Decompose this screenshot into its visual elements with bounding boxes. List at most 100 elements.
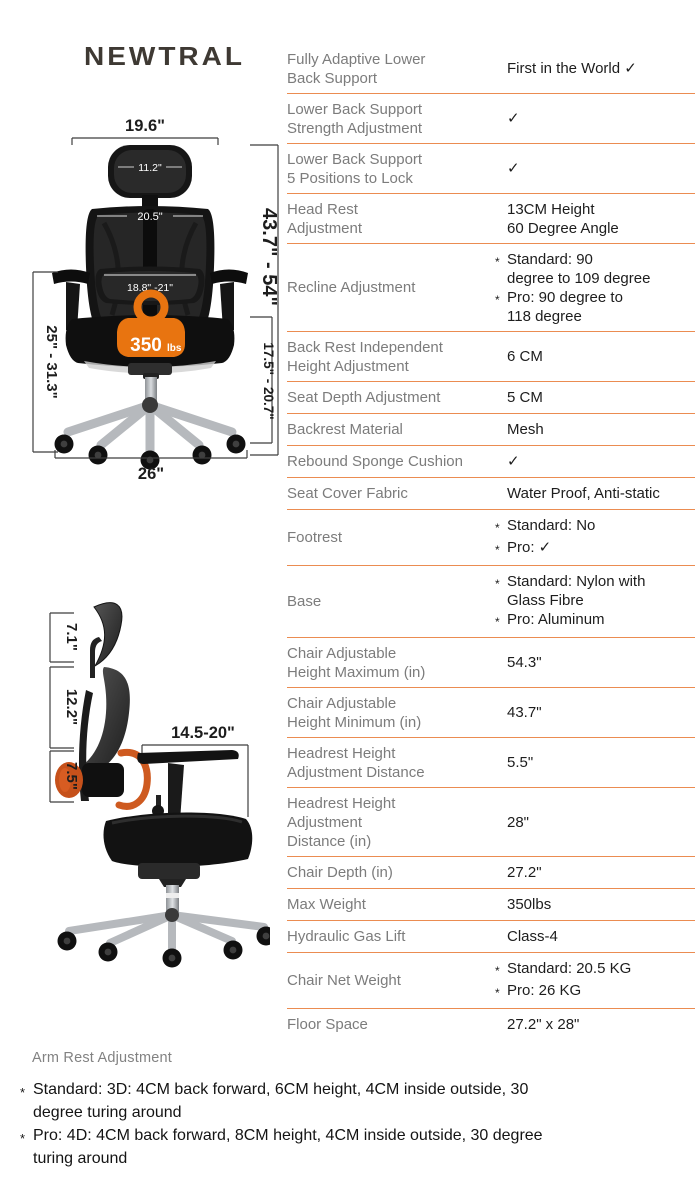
bullet-text: Standard: 20.5 KG xyxy=(507,959,632,977)
spec-value: Water Proof, Anti-static xyxy=(495,484,695,503)
front-overall-height-label: 43.7" - 54" xyxy=(258,208,280,306)
spec-value: 6 CM xyxy=(495,347,695,366)
spec-value: Mesh xyxy=(495,420,695,439)
spec-value-bullet: * Pro: Aluminum xyxy=(495,610,695,632)
spec-value-bullet: * Pro: 26 KG xyxy=(495,981,695,1003)
bullet-marker: * xyxy=(495,254,500,269)
bullet-marker: * xyxy=(495,292,500,307)
spec-label: Base xyxy=(287,593,322,610)
max-weight-unit: lbs xyxy=(167,343,182,354)
spec-value-text: 27.2" x 28" xyxy=(507,1016,580,1033)
spec-value-text: 13CM Height 60 Degree Angle xyxy=(507,200,619,237)
spec-row: Chair Depth (in) 27.2" xyxy=(287,857,695,889)
spec-value: 43.7" xyxy=(495,703,695,722)
spec-row: Fully Adaptive Lower Back Support First i… xyxy=(287,44,695,94)
front-dimension-lines xyxy=(32,137,279,459)
spec-value-text: 27.2" xyxy=(507,864,542,881)
brand-logo: NEWTRAL xyxy=(84,42,245,71)
bullet-marker: * xyxy=(20,1131,26,1146)
spec-label: Seat Depth Adjustment xyxy=(287,389,441,406)
spec-row: Rebound Sponge Cushion ✓ xyxy=(287,446,695,478)
front-top-width-label: 19.6" xyxy=(125,117,165,135)
spec-value-bullet: * Standard: No xyxy=(495,516,695,538)
spec-value: 28" xyxy=(495,813,695,832)
max-weight-badge: 350 lbs xyxy=(117,289,185,357)
spec-label: Recline Adjustment xyxy=(287,279,416,296)
bullet-text: Standard: Nylon with Glass Fibre xyxy=(507,572,646,609)
side-backrest-section-label: 12.2" xyxy=(63,689,80,725)
bullet-marker: * xyxy=(20,1085,26,1100)
bullet-text: Pro: ✓ xyxy=(507,538,552,556)
spec-label: Chair Adjustable Height Maximum (in) xyxy=(287,644,426,681)
bullet-text: Pro: Aluminum xyxy=(507,610,605,628)
spec-value-text: 6 CM xyxy=(507,348,543,365)
bullet-marker: * xyxy=(495,985,500,1000)
spec-row: Back Rest Independent Height Adjustment 6… xyxy=(287,332,695,382)
spec-value-text: 5.5" xyxy=(507,754,534,771)
spec-label: Lower Back Support 5 Positions to Lock xyxy=(287,150,423,187)
bullet-marker: * xyxy=(495,542,500,557)
spec-label: Backrest Material xyxy=(287,421,403,438)
spec-label: Hydraulic Gas Lift xyxy=(287,928,406,945)
arm-rest-note-bullet: * Standard: 3D: 4CM back forward, 6CM he… xyxy=(20,1078,680,1124)
side-dimension-lines xyxy=(49,612,249,817)
spec-row: Max Weight 350lbs xyxy=(287,889,695,921)
front-base-width-label: 26" xyxy=(138,465,164,483)
spec-value-bullet: * Pro: ✓ xyxy=(495,538,695,560)
bullet-text: Standard: 3D: 4CM back forward, 6CM heig… xyxy=(33,1081,529,1121)
spec-value: ✓ xyxy=(495,159,695,178)
spec-value-text: 54.3" xyxy=(507,654,542,671)
spec-value-text: Water Proof, Anti-static xyxy=(507,485,660,502)
spec-label: Headrest Height Adjustment Distance (in) xyxy=(287,794,396,850)
spec-value-bullet: * Standard: 90 degree to 109 degree xyxy=(495,250,695,288)
spec-row: Chair Adjustable Height Minimum (in) 43.7… xyxy=(287,688,695,738)
spec-row: Headrest Height Adjustment Distance 5.5" xyxy=(287,738,695,788)
spec-label: Floor Space xyxy=(287,1016,368,1033)
spec-label: Fully Adaptive Lower Back Support xyxy=(287,50,426,87)
spec-table: Fully Adaptive Lower Back Support First i… xyxy=(287,44,695,1040)
bullet-text: Pro: 26 KG xyxy=(507,981,582,999)
max-weight-value: 350 xyxy=(130,335,162,356)
chair-front-view: 11.2" 20.5" 18.8" -21" xyxy=(32,117,280,483)
spec-label: Lower Back Support Strength Adjustment xyxy=(287,100,423,137)
spec-label: Headrest Height Adjustment Distance xyxy=(287,744,425,781)
arm-rest-note-title: Arm Rest Adjustment xyxy=(32,1050,172,1066)
bullet-text: Standard: 90 degree to 109 degree xyxy=(507,250,651,287)
front-seat-height-label: 17.5" - 20.7" xyxy=(261,342,276,419)
bullet-text: Pro: 90 degree to 118 degree xyxy=(507,288,623,325)
spec-row: Base * Standard: Nylon with Glass Fibre * Pr… xyxy=(287,566,695,638)
spec-value-text: ✓ xyxy=(507,110,520,127)
spec-value: Class-4 xyxy=(495,927,695,946)
spec-label: Rebound Sponge Cushion xyxy=(287,453,463,470)
spec-value-text: 350lbs xyxy=(507,896,552,913)
bullet-marker: * xyxy=(495,520,500,535)
spec-value-text: ✓ xyxy=(507,453,520,470)
spec-value: ✓ xyxy=(495,109,695,128)
spec-label: Seat Cover Fabric xyxy=(287,485,408,502)
spec-row: Seat Cover Fabric Water Proof, Anti-stati… xyxy=(287,478,695,510)
spec-row: Lower Back Support 5 Positions to Lock ✓ xyxy=(287,144,695,194)
side-armrest-depth-label: 14.5-20" xyxy=(171,724,235,742)
spec-value-bullet: * Standard: 20.5 KG xyxy=(495,959,695,981)
spec-value: 27.2" xyxy=(495,863,695,882)
spec-row: Floor Space 27.2" x 28" xyxy=(287,1009,695,1040)
spec-value-text: ✓ xyxy=(507,160,520,177)
bullet-text: Pro: 4D: 4CM back forward, 8CM height, 4… xyxy=(33,1127,543,1167)
spec-value: 54.3" xyxy=(495,653,695,672)
spec-label: Chair Adjustable Height Minimum (in) xyxy=(287,694,422,731)
front-back-height-label: 25" - 31.3" xyxy=(43,325,60,398)
spec-label: Back Rest Independent Height Adjustment xyxy=(287,338,443,375)
spec-row: Backrest Material Mesh xyxy=(287,414,695,446)
arm-rest-note-bullet: * Pro: 4D: 4CM back forward, 8CM height,… xyxy=(20,1124,680,1170)
chair-front-illustration: 11.2" 20.5" 18.8" -21" xyxy=(52,145,248,470)
spec-value-bullet: * Standard: Nylon with Glass Fibre xyxy=(495,572,695,610)
spec-value-text: 28" xyxy=(507,813,530,831)
backrest-width-label: 20.5" xyxy=(137,211,162,223)
spec-label: Chair Net Weight xyxy=(287,972,401,989)
spec-value-text: First in the World ✓ xyxy=(507,60,637,77)
spec-row: Hydraulic Gas Lift Class-4 xyxy=(287,921,695,953)
spec-value: First in the World ✓ xyxy=(495,59,695,78)
spec-row: Headrest Height Adjustment Distance (in)… xyxy=(287,788,695,857)
spec-value: 5 CM xyxy=(495,388,695,407)
